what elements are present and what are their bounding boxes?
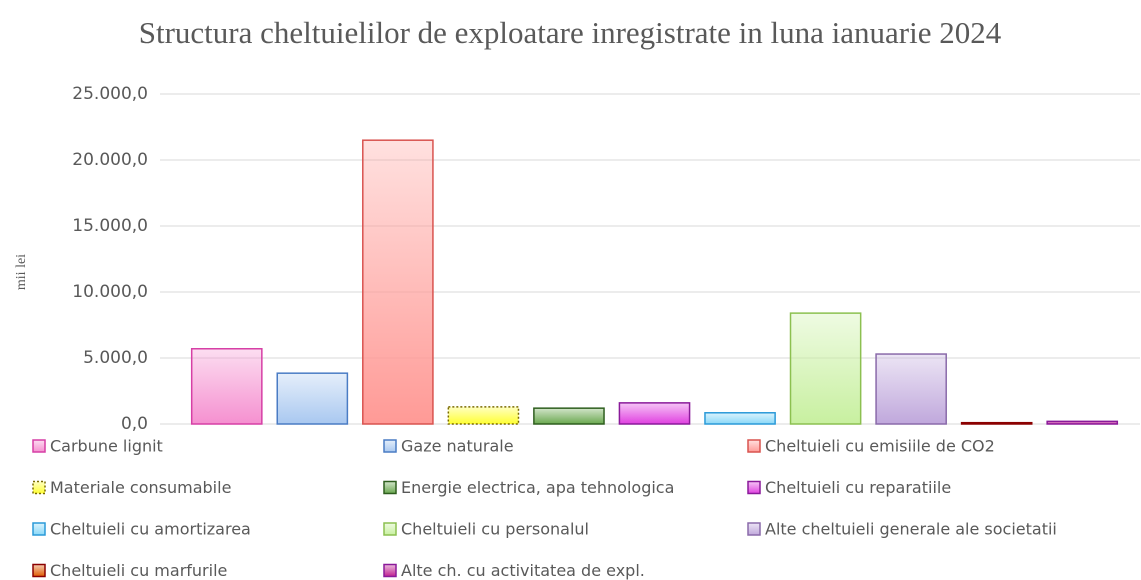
chart-title: Structura cheltuielilor de exploatare in… [138, 15, 1002, 50]
y-tick-label: 20.000,0 [72, 150, 148, 170]
legend-marker [747, 439, 761, 453]
legend-marker [747, 522, 761, 536]
legend-marker [747, 480, 761, 495]
legend-label: Alte ch. cu activitatea de expl. [401, 561, 645, 580]
legend-label: Cheltuieli cu reparatiile [765, 478, 951, 497]
legend-marker [32, 522, 46, 536]
legend-marker [383, 439, 397, 453]
y-axis-label: mii lei [14, 254, 29, 290]
bar [789, 312, 862, 425]
bar [190, 348, 263, 425]
legend-label: Gaze naturale [401, 437, 514, 456]
legend-label: Alte cheltuieli generale ale societatii [765, 520, 1057, 539]
legend-label: Materiale consumabile [50, 478, 231, 497]
legend-marker [32, 439, 46, 453]
y-tick-label: 15.000,0 [72, 216, 148, 236]
legend-label: Cheltuieli cu personalul [401, 520, 589, 539]
legend-marker [383, 522, 397, 536]
y-tick-label: 5.000,0 [83, 348, 148, 368]
y-tick-label: 0,0 [121, 414, 148, 434]
legend-marker [383, 563, 397, 578]
legend-marker [383, 480, 397, 495]
y-tick-label: 25.000,0 [72, 84, 148, 104]
bar [447, 406, 520, 425]
legend-label: Cheltuieli cu marfurile [50, 561, 227, 580]
bar [276, 372, 349, 425]
bar [875, 353, 947, 425]
y-tick-label: 10.000,0 [72, 282, 148, 302]
legend-label: Carbune lignit [50, 437, 163, 456]
legend-label: Energie electrica, apa tehnologica [401, 478, 674, 497]
bar [533, 407, 605, 425]
legend-marker [32, 480, 46, 495]
bar [362, 139, 434, 425]
bar [1046, 420, 1119, 425]
bar [618, 402, 691, 425]
legend-label: Cheltuieli cu amortizarea [50, 520, 251, 539]
legend-marker [32, 563, 46, 578]
legend-label: Cheltuieli cu emisiile de CO2 [765, 437, 995, 456]
bar [704, 412, 776, 425]
bar [960, 421, 1033, 425]
